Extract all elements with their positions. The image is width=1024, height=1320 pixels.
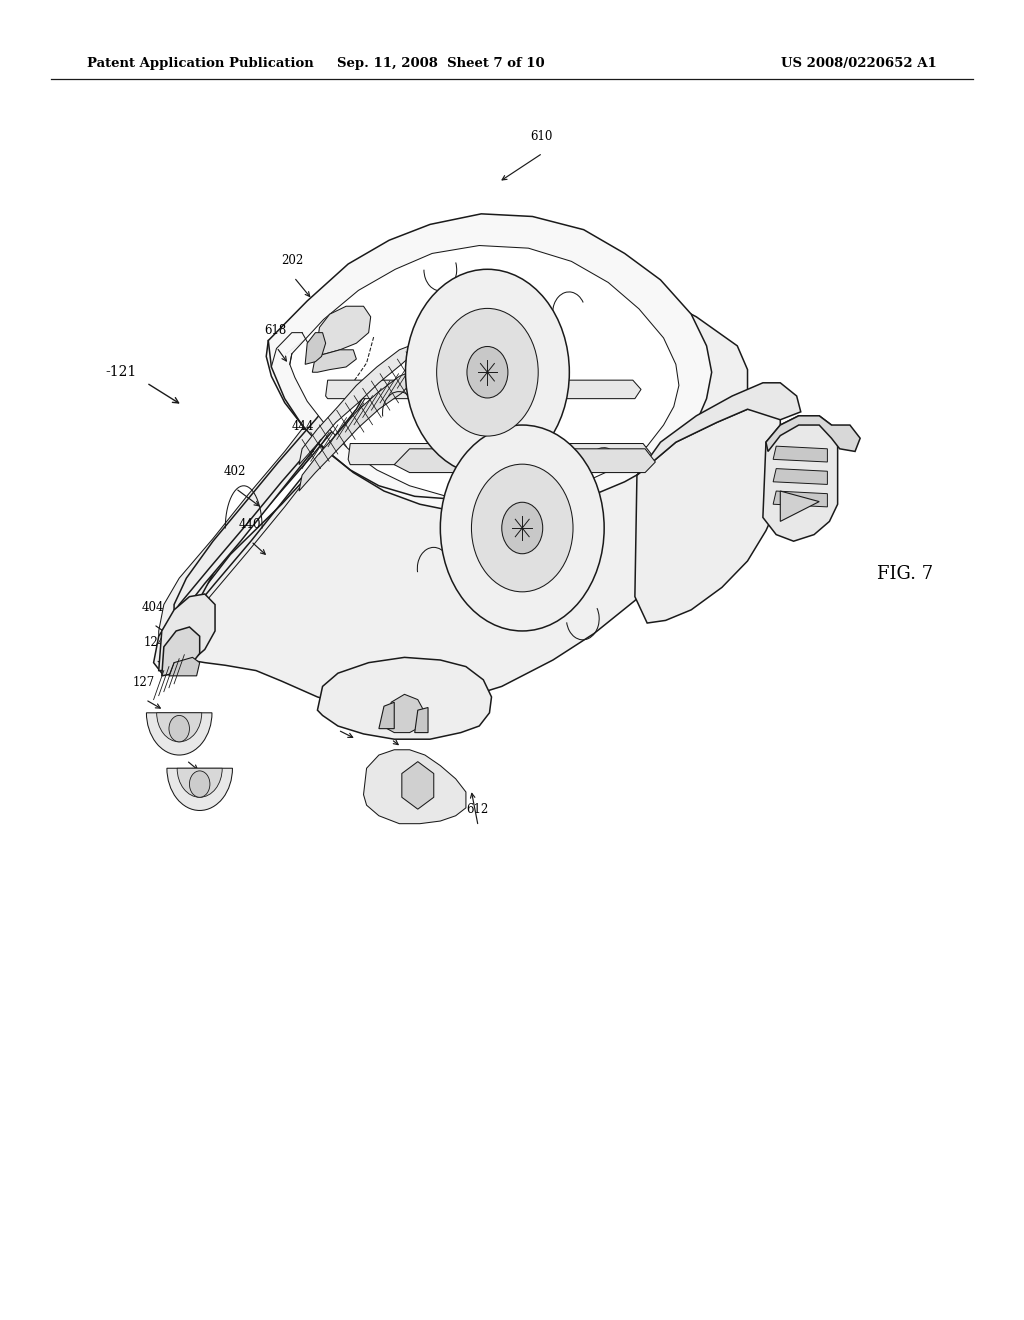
Text: 124: 124 xyxy=(143,636,166,649)
Polygon shape xyxy=(154,304,404,673)
Polygon shape xyxy=(299,346,418,465)
Polygon shape xyxy=(364,750,466,824)
Text: 402: 402 xyxy=(223,465,246,478)
Text: US 2008/0220652 A1: US 2008/0220652 A1 xyxy=(781,57,937,70)
Text: 442: 442 xyxy=(379,715,401,729)
Polygon shape xyxy=(766,416,860,451)
Text: Sep. 11, 2008  Sheet 7 of 10: Sep. 11, 2008 Sheet 7 of 10 xyxy=(337,57,544,70)
Text: 712: 712 xyxy=(514,319,537,333)
Ellipse shape xyxy=(502,502,543,554)
Polygon shape xyxy=(305,333,326,364)
Text: 406: 406 xyxy=(312,380,335,393)
Text: 444: 444 xyxy=(292,420,314,433)
Polygon shape xyxy=(401,762,434,809)
Polygon shape xyxy=(315,306,371,356)
Wedge shape xyxy=(157,713,202,742)
Polygon shape xyxy=(290,246,679,499)
Polygon shape xyxy=(387,694,425,733)
Text: 404: 404 xyxy=(141,601,164,614)
Text: -121: -121 xyxy=(104,366,136,379)
Wedge shape xyxy=(167,768,232,810)
Polygon shape xyxy=(773,469,827,484)
Text: 127: 127 xyxy=(174,737,197,750)
Polygon shape xyxy=(174,327,391,618)
Polygon shape xyxy=(159,594,215,671)
Polygon shape xyxy=(159,310,389,665)
Text: 127: 127 xyxy=(133,676,156,689)
Circle shape xyxy=(189,771,210,797)
Text: 610: 610 xyxy=(530,129,553,143)
Polygon shape xyxy=(326,380,641,399)
Text: 712: 712 xyxy=(522,512,545,525)
Polygon shape xyxy=(773,491,827,507)
Ellipse shape xyxy=(436,309,539,436)
Ellipse shape xyxy=(406,269,569,475)
Ellipse shape xyxy=(471,465,573,591)
Text: FIG. 7: FIG. 7 xyxy=(877,565,933,583)
Polygon shape xyxy=(299,372,418,491)
Text: 202: 202 xyxy=(282,253,304,267)
Polygon shape xyxy=(312,350,356,372)
Polygon shape xyxy=(394,449,655,473)
Ellipse shape xyxy=(467,346,508,399)
Polygon shape xyxy=(780,491,819,521)
Polygon shape xyxy=(379,702,394,729)
Polygon shape xyxy=(415,708,428,733)
Polygon shape xyxy=(169,657,200,676)
Text: 612: 612 xyxy=(466,803,488,816)
Text: 614: 614 xyxy=(464,301,486,314)
Text: 616: 616 xyxy=(326,706,348,719)
Wedge shape xyxy=(177,768,222,797)
Wedge shape xyxy=(146,713,212,755)
Text: 440: 440 xyxy=(239,517,261,531)
Polygon shape xyxy=(348,444,651,465)
Polygon shape xyxy=(763,416,838,541)
Polygon shape xyxy=(773,446,827,462)
Text: Patent Application Publication: Patent Application Publication xyxy=(87,57,313,70)
Text: 618: 618 xyxy=(264,323,287,337)
Ellipse shape xyxy=(440,425,604,631)
Polygon shape xyxy=(266,214,712,512)
Circle shape xyxy=(169,715,189,742)
Polygon shape xyxy=(317,657,492,739)
Polygon shape xyxy=(635,409,780,623)
Polygon shape xyxy=(189,277,748,710)
Polygon shape xyxy=(637,383,801,475)
Polygon shape xyxy=(162,627,200,676)
